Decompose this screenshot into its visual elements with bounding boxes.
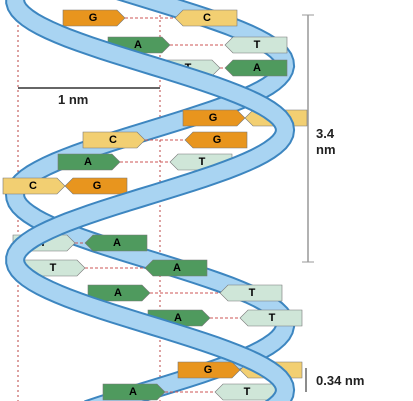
base	[177, 361, 241, 379]
base-label: C	[109, 134, 117, 146]
base	[2, 177, 66, 195]
base-label: G	[213, 134, 222, 146]
base-label: T	[254, 39, 261, 51]
base-label: T	[269, 312, 276, 324]
pitch-label: 3.4 nm	[316, 126, 336, 157]
base-label: A	[174, 312, 182, 324]
base	[174, 9, 238, 27]
base	[102, 383, 166, 401]
base	[57, 153, 121, 171]
base	[239, 309, 303, 327]
base-label: A	[173, 262, 181, 274]
base	[184, 131, 248, 149]
base-label: A	[84, 156, 92, 168]
base-label: T	[249, 287, 256, 299]
base	[144, 259, 208, 277]
base-label: A	[113, 237, 121, 249]
base	[224, 36, 288, 54]
width-label: 1 nm	[58, 92, 89, 107]
rise-label: 0.34 nm	[316, 373, 365, 388]
base-label: A	[114, 287, 122, 299]
base	[84, 234, 148, 252]
base	[82, 131, 146, 149]
base-label: T	[199, 156, 206, 168]
base	[64, 177, 128, 195]
base-label: T	[244, 386, 251, 398]
backbone	[7, 0, 294, 401]
base-label: T	[50, 262, 57, 274]
base-label: C	[203, 12, 211, 24]
base-label: C	[29, 180, 37, 192]
base	[224, 59, 288, 77]
base-label: G	[204, 364, 213, 376]
base-label: G	[89, 12, 98, 24]
base	[62, 9, 126, 27]
base-label: G	[93, 180, 102, 192]
base	[182, 109, 246, 127]
base-label: A	[134, 39, 142, 51]
base-label: G	[209, 112, 218, 124]
base	[219, 284, 283, 302]
base-label: A	[129, 386, 137, 398]
base-label: A	[253, 62, 261, 74]
